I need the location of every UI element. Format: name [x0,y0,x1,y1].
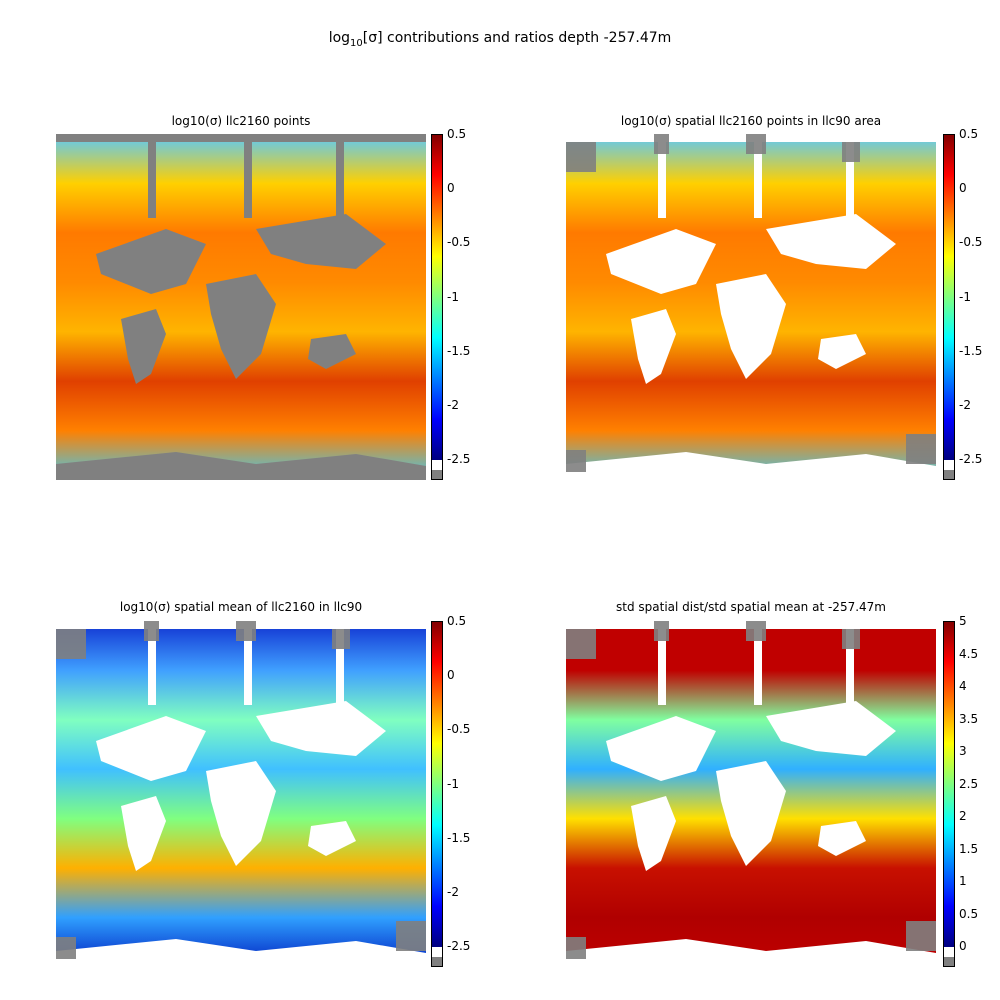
colorbar-tick-label: -2.5 [447,452,471,466]
figure-title-subscript: 10 [350,37,363,49]
landmass [716,274,786,379]
colorbar-land-swatch [943,947,955,957]
colorbar-tick-label: 0.5 [959,127,979,141]
landmass [631,309,676,384]
panel-4-colorbar [943,621,955,967]
panel-1-colorbar [431,134,443,480]
landmass [206,274,276,379]
colorbar-tick-label: 3 [959,744,967,758]
landmass [308,821,356,856]
panel-1-map [56,134,426,480]
landmass [308,334,356,369]
colorbar-tick-label: -2 [447,397,459,412]
panel-4-title: std spatial dist/std spatial mean at -25… [616,600,886,614]
landmass [766,701,896,756]
colorbar-tick-label: -0.5 [447,722,471,737]
colorbar-missing-swatch [943,470,955,480]
colorbar-gradient [431,621,443,947]
panel-4-map [566,621,936,967]
landmass [56,939,426,967]
landmass [566,452,936,480]
landmass [818,334,866,369]
colorbar-tick-label: -1 [959,289,971,304]
colorbar-land-swatch [943,460,955,470]
panel-2-map [566,134,936,480]
colorbar-tick-label: 0.5 [447,614,467,628]
colorbar-tick-label: -1 [447,289,459,304]
colorbar-missing-swatch [431,470,443,480]
panel-2-colorbar [943,134,955,480]
panel-3-map [56,621,426,967]
landmass [121,309,166,384]
colorbar-tick-label: -1.5 [447,343,471,358]
landmass [631,796,676,871]
colorbar-tick-label: -2.5 [959,452,983,466]
colorbar-tick-label: 0 [447,181,455,196]
colorbar-missing-swatch [431,957,443,967]
landmass [818,821,866,856]
landmass [256,701,386,756]
colorbar-tick-label: -1.5 [447,830,471,845]
landmass [96,229,206,294]
panel-3-colorbar [431,621,443,967]
colorbar-tick-label: 5 [959,614,967,628]
colorbar-tick-label: -2 [959,397,971,412]
figure-title-prefix: log [328,30,351,46]
colorbar-gradient [943,621,955,947]
landmass [56,452,426,480]
landmass [766,214,896,269]
colorbar-tick-label: 2 [959,809,967,823]
colorbar-gradient [943,134,955,460]
colorbar-land-swatch [431,947,443,957]
colorbar-tick-label: -1 [447,776,459,791]
colorbar-tick-label: 0 [959,181,967,196]
colorbar-tick-label: 1 [959,874,967,888]
colorbar-gradient [431,134,443,460]
colorbar-tick-label: 0.5 [959,906,979,921]
figure-title-rest: [σ] contributions and ratios depth -257.… [362,30,672,46]
landmass [566,939,936,967]
colorbar-tick-label: -0.5 [447,235,471,250]
colorbar-missing-swatch [943,957,955,967]
panel-1-title: log10(σ) llc2160 points [171,114,311,128]
colorbar-tick-label: 0 [959,939,967,953]
landmass [206,761,276,866]
landmass [606,229,716,294]
colorbar-tick-label: 4 [959,679,967,693]
panel-2-title: log10(σ) spatial llc2160 points in llc90… [620,114,882,128]
colorbar-tick-label: -1.5 [959,343,983,358]
colorbar-tick-label: -0.5 [959,235,983,250]
figure-title: log10[σ] contributions and ratios depth … [0,30,1000,49]
panel-3-title: log10(σ) spatial mean of llc2160 in llc9… [119,600,363,614]
landmass [96,716,206,781]
colorbar-tick-label: 1.5 [959,841,979,856]
landmass [606,716,716,781]
colorbar-tick-label: 0.5 [447,127,467,141]
colorbar-tick-label: 3.5 [959,711,979,726]
colorbar-tick-label: 0 [447,668,455,683]
landmass [716,761,786,866]
landmass [256,214,386,269]
colorbar-tick-label: -2.5 [447,939,471,953]
colorbar-land-swatch [431,460,443,470]
colorbar-tick-label: 4.5 [959,646,979,661]
colorbar-tick-label: -2 [447,884,459,899]
colorbar-tick-label: 2.5 [959,776,979,791]
landmass [121,796,166,871]
